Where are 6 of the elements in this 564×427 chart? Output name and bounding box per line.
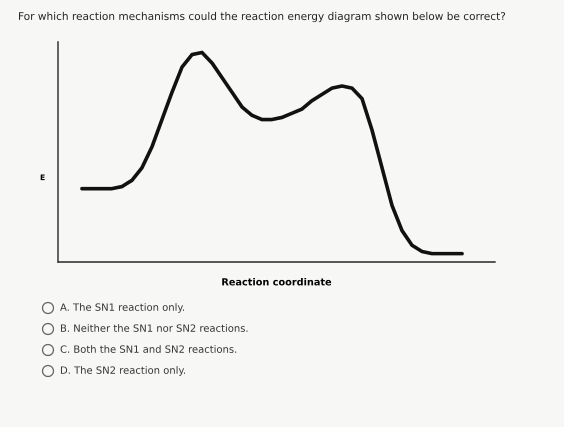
- text: C. Both the SN1 and SN2 reactions.: [60, 345, 236, 353]
- x-axis-title: Reaction coordinate: [222, 278, 332, 286]
- text: D. The SN2 reaction only.: [60, 366, 186, 376]
- text: A. The SN1 reaction only.: [60, 303, 184, 313]
- text: B. Neither the SN1 nor SN2 reactions.: [60, 324, 248, 332]
- chart-title: For which reaction mechanisms could the reaction energy diagram shown below be correct?: [19, 12, 506, 22]
